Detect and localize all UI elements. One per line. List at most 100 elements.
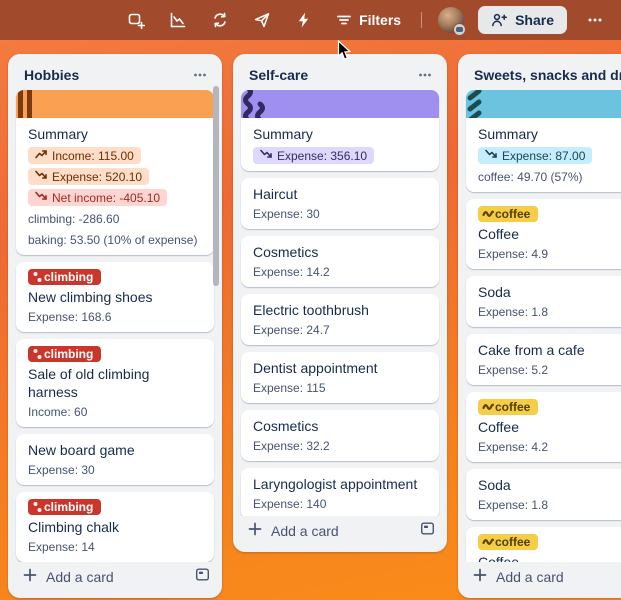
card[interactable]: Summary Income: 115.00 Expense: 520.10 Net … [16,90,214,255]
card-text: Expense: 1.8 [478,305,549,319]
label-pattern-icon [481,399,495,415]
card[interactable]: Soda Expense: 1.8 [466,276,621,327]
add-card-button[interactable]: Add a card [8,562,222,598]
card-title: Dentist appointment [253,360,378,376]
label-text: climbing [44,347,94,361]
card-text: Income: 60 [28,405,88,419]
card-body: coffee Coffee [466,527,621,562]
sync-arrows-icon[interactable] [206,6,234,34]
card[interactable]: climbing New climbing shoes Expense: 168.6 [16,262,214,332]
card[interactable]: Cosmetics Expense: 14.2 [241,236,439,287]
card[interactable]: climbing Climbing chalk Expense: 14 [16,492,214,562]
list-title: Hobbies [24,67,80,83]
list-sweets-snacks-and-drinks: Sweets, snacks and drinks Summary Expense:… [458,54,621,598]
card-text: Expense: 30 [28,463,95,477]
card[interactable]: coffee Coffee [466,527,621,562]
card[interactable]: Summary Expense: 356.10 [241,90,439,171]
analytics-chart-icon[interactable] [164,6,192,34]
card-text: Expense: 24.7 [253,323,330,337]
card-labels: climbing [28,269,202,285]
card-body: Laryngologist appointment Expense: 140 [241,468,439,516]
badge-net-income: Net income: -405.10 [28,189,168,206]
filter-lines-icon [337,15,351,25]
label-coffee[interactable]: coffee [478,399,539,415]
card-body: Summary Income: 115.00 Expense: 520.10 Net … [16,118,214,255]
list-title: Self-care [249,67,309,83]
list-header: Sweets, snacks and drinks [458,54,621,86]
list-menu-button[interactable] [411,64,439,86]
card-badges: Expense: 87.00 [478,147,621,164]
card-text: Expense: 30 [253,207,320,221]
scrollbar[interactable] [213,86,219,286]
cover-pattern-cyan-icon [466,90,488,118]
filters-button[interactable]: Filters [332,6,405,34]
card-labels: climbing [28,346,202,362]
add-card-button[interactable]: Add a card [233,516,447,552]
card[interactable]: Cake from a cafe Expense: 5.2 [466,334,621,385]
card-body: Cosmetics Expense: 14.2 [241,236,439,287]
label-climbing[interactable]: climbing [28,269,102,285]
card[interactable]: Laryngologist appointment Expense: 140 [241,468,439,516]
card-title: New climbing shoes [28,289,153,305]
avatar[interactable] [438,7,467,36]
card-text: baking: 53.50 (10% of expense) [28,233,198,247]
label-text: coffee [495,207,531,221]
card[interactable]: coffee Coffee Expense: 4.2 [466,392,621,462]
label-coffee[interactable]: coffee [478,206,539,222]
card[interactable]: New board game Expense: 30 [16,434,214,485]
card-text: Expense: 168.6 [28,310,112,324]
add-card-button[interactable]: Add a card [458,562,621,598]
card-title: New board game [28,442,135,458]
automation-lightning-icon[interactable] [290,6,318,34]
card[interactable]: Electric toothbrush Expense: 24.7 [241,294,439,345]
card-body: Summary Expense: 356.10 [241,118,439,171]
create-from-template-button[interactable] [420,521,435,541]
badge-expense: Expense: 87.00 [478,147,593,164]
card-title: Laryngologist appointment [253,476,418,492]
badge-expense: Expense: 356.10 [253,147,375,164]
send-plane-icon[interactable] [248,6,276,34]
card-text: Expense: 5.2 [478,363,549,377]
card-title: Climbing chalk [28,519,120,535]
list-cards: Summary Expense: 356.10 Haircut Expense: 30… [233,86,447,516]
card-text: Expense: 14.2 [253,265,330,279]
card[interactable]: coffee Coffee Expense: 4.9 [466,199,621,269]
more-horizontal-icon[interactable] [581,6,609,34]
card[interactable]: Soda Expense: 1.8 [466,469,621,520]
label-text: climbing [44,270,94,284]
label-climbing[interactable]: climbing [28,499,102,515]
list-self-care: Self-care Summary Expense: 356.10 Haircut Ex… [233,54,447,552]
badge-text: Expense: 356.10 [277,148,368,163]
create-from-template-button[interactable] [195,567,210,587]
list-cards: Summary Expense: 87.00 coffee: 49.70 (57%)… [458,86,621,562]
card-add-icon[interactable] [122,6,150,34]
card[interactable]: Cosmetics Expense: 32.2 [241,410,439,461]
card-badges: Expense: 356.10 [253,147,427,164]
card-title: Summary [478,126,538,142]
trend-down-icon [35,190,47,205]
card-text: Expense: 4.2 [478,440,549,454]
card[interactable]: Haircut Expense: 30 [241,178,439,229]
top-bar: Filters Share [0,0,621,40]
avatar-status-badge [453,23,467,36]
label-text: coffee [495,535,531,549]
label-climbing[interactable]: climbing [28,346,102,362]
share-button[interactable]: Share [478,6,567,34]
card-body: New board game Expense: 30 [16,434,214,485]
list-menu-button[interactable] [186,64,214,86]
label-coffee[interactable]: coffee [478,534,539,550]
card[interactable]: Summary Expense: 87.00 coffee: 49.70 (57%) [466,90,621,192]
card-body: Soda Expense: 1.8 [466,469,621,520]
card-title: Haircut [253,186,298,202]
card[interactable]: Dentist appointment Expense: 115 [241,352,439,403]
card-labels: coffee [478,206,621,222]
card-text: climbing: -286.60 [28,212,120,226]
card[interactable]: climbing Sale of old climbing harness Inco… [16,339,214,427]
badge-text: Expense: 87.00 [502,148,586,163]
trend-down-icon [260,148,272,163]
list-title: Sweets, snacks and drinks [474,67,621,83]
user-plus-icon [492,13,508,27]
card-cover-purple [241,90,439,118]
add-card-label: Add a card [271,523,339,539]
badge-text: Income: 115.00 [52,148,134,163]
